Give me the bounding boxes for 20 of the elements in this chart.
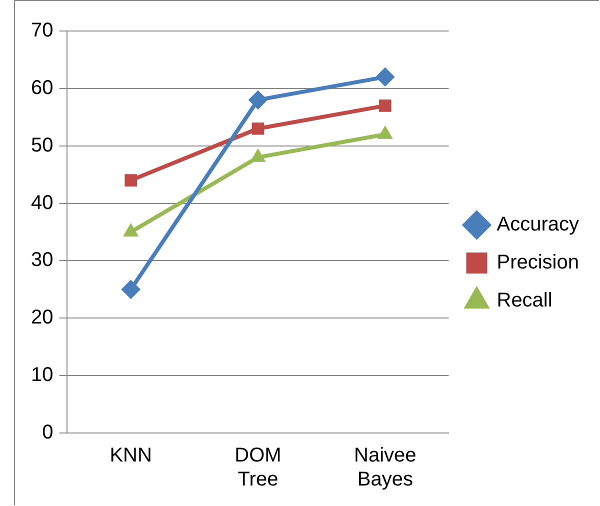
x-tick-label: KNN [110, 444, 152, 467]
point [248, 90, 268, 110]
legend-label: Accuracy [496, 214, 579, 236]
point [252, 122, 264, 135]
y-tick-label: 30 [30, 249, 54, 272]
point [124, 174, 137, 186]
point [121, 280, 140, 299]
y-tick-label: 0 [42, 422, 54, 444]
y-tick-label: 40 [30, 192, 54, 214]
y-tick-label: 10 [30, 364, 54, 386]
y-tick-label: 70 [30, 20, 54, 42]
legend-label: Precision [496, 252, 580, 274]
y-tick-label: 20 [30, 306, 54, 329]
legend-label: Recall [496, 290, 552, 312]
point [379, 100, 392, 112]
x-tick-label: Naivee Bayes [354, 444, 416, 491]
x-tick-label: DOM Tree [234, 444, 282, 491]
y-tick-label: 60 [30, 76, 54, 99]
point [376, 67, 395, 86]
y-tick-label: 50 [30, 134, 54, 156]
